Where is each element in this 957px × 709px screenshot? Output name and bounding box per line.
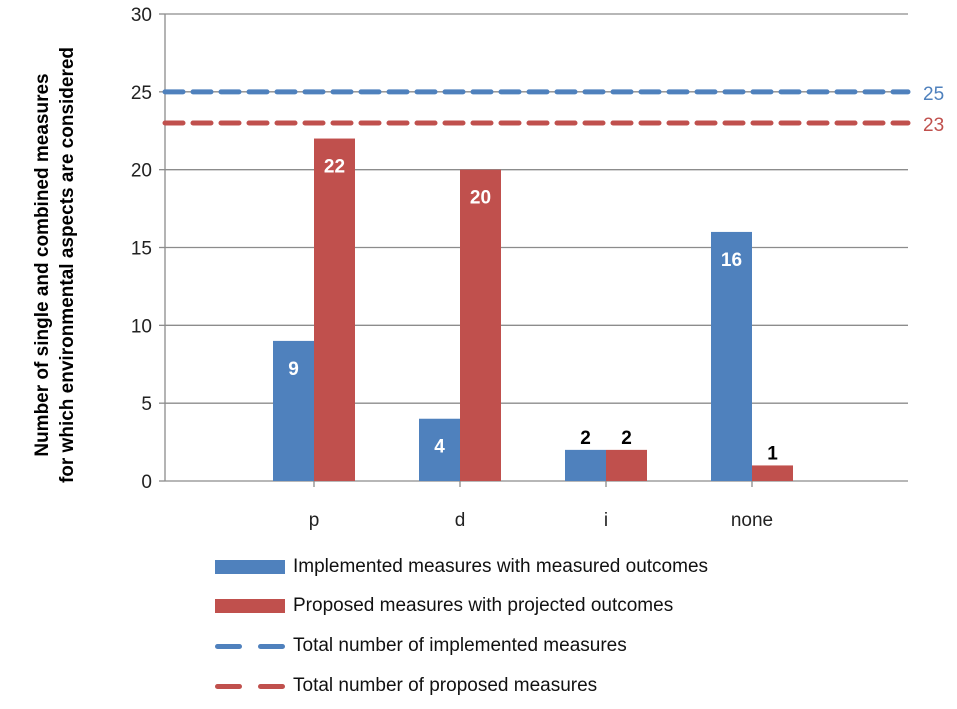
x-tick-label: none	[731, 510, 773, 531]
y-axis-title-line-2: for which environmental aspects are cons…	[57, 46, 78, 484]
legend-label: Total number of implemented measures	[293, 635, 627, 656]
bar	[460, 169, 501, 481]
legend-swatch-red-bar	[215, 599, 285, 613]
legend-swatch-red-dash	[215, 683, 285, 689]
x-tick-label: i	[604, 510, 608, 531]
y-tick-label: 20	[131, 161, 152, 182]
bar	[419, 418, 460, 481]
legend-item-total-implemented: Total number of implemented measures	[215, 634, 627, 658]
y-tick-label: 25	[131, 83, 152, 104]
legend-label: Proposed measures with projected outcome…	[293, 595, 674, 616]
axes: 0 5 10 15 20 25 30 p d i none	[131, 5, 908, 531]
bar-value-label: 16	[721, 250, 742, 271]
x-tick-label: p	[309, 510, 320, 531]
y-tick-label: 10	[131, 316, 152, 337]
bar-value-label: 2	[621, 428, 632, 449]
x-tick-label: d	[455, 510, 466, 531]
legend-swatch-blue-bar	[215, 560, 285, 574]
y-tick-label: 15	[131, 239, 152, 260]
bar-series	[273, 138, 793, 482]
y-tick-label: 5	[141, 394, 152, 415]
bar	[565, 449, 606, 481]
reference-line-label: 25	[923, 84, 944, 105]
legend-label: Implemented measures with measured outco…	[293, 556, 709, 577]
bar-value-label: 2	[580, 428, 591, 449]
bar-value-label: 4	[434, 437, 445, 458]
bar	[273, 340, 314, 481]
legend-item-total-proposed: Total number of proposed measures	[215, 674, 597, 698]
y-tick-label: 0	[141, 472, 152, 493]
y-tick-label: 30	[131, 5, 152, 26]
legend-label: Total number of proposed measures	[293, 675, 598, 696]
legend-swatch-blue-dash	[215, 643, 285, 649]
bar-value-label: 20	[470, 188, 491, 209]
legend-item-proposed: Proposed measures with projected outcome…	[215, 594, 673, 618]
bar-value-label: 9	[288, 359, 299, 380]
bar-value-label: 1	[767, 443, 778, 464]
legend-item-implemented: Implemented measures with measured outco…	[215, 555, 708, 579]
bar	[752, 465, 793, 481]
bar	[606, 449, 647, 481]
bar	[711, 231, 752, 481]
bar-value-label: 22	[324, 157, 345, 178]
y-axis-title-line-1: Number of single and combined measures	[32, 73, 53, 457]
reference-line-label: 23	[923, 115, 944, 136]
y-axis-title: Number of single and combined measures f…	[30, 0, 80, 530]
bar	[314, 138, 355, 482]
